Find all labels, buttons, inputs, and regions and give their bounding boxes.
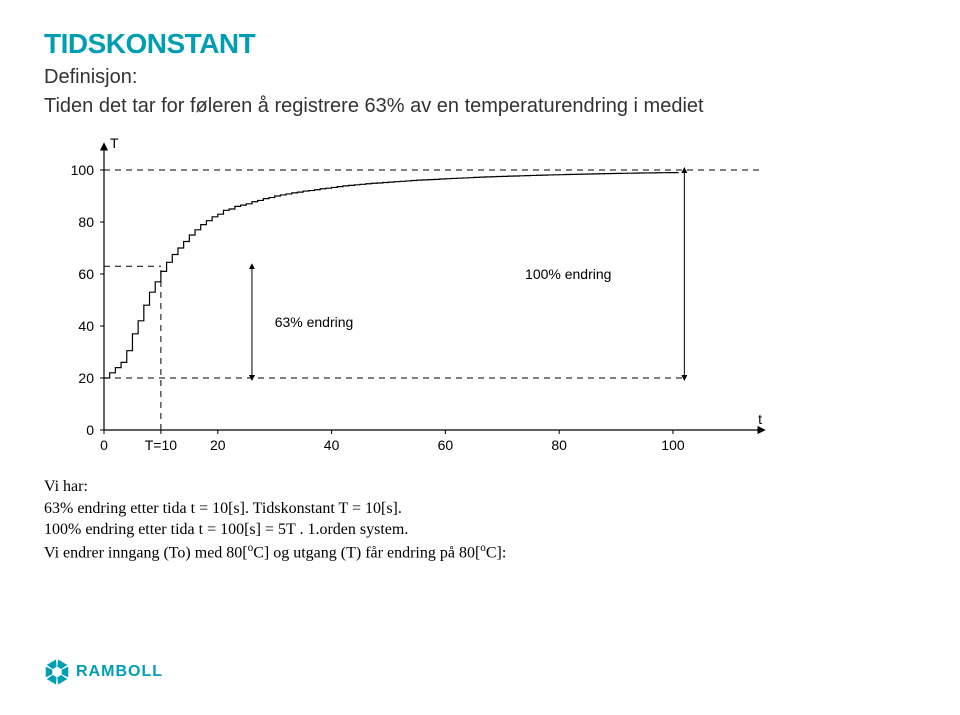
page-title: TIDSKONSTANT <box>44 28 916 60</box>
svg-text:0: 0 <box>86 422 94 438</box>
explanation-line-1: Vi har: <box>44 476 916 498</box>
subtitle-line-1: Definisjon: <box>44 66 916 89</box>
svg-text:100: 100 <box>71 162 95 178</box>
svg-text:100: 100 <box>661 437 685 453</box>
svg-text:100% endring: 100% endring <box>525 266 611 282</box>
svg-text:20: 20 <box>210 437 226 453</box>
svg-text:40: 40 <box>78 318 94 334</box>
ramboll-logo: RAMBOLL <box>44 659 163 685</box>
ramboll-logo-text: RAMBOLL <box>76 663 163 681</box>
svg-text:20: 20 <box>78 370 94 386</box>
subtitle-line-2: Tiden det tar for føleren å registrere 6… <box>44 95 916 118</box>
svg-text:40: 40 <box>324 437 340 453</box>
svg-text:t: t <box>758 411 762 427</box>
svg-text:80: 80 <box>78 214 94 230</box>
ramboll-logo-icon <box>44 659 70 685</box>
explanation-line-4: Vi endrer inngang (To) med 80[oC] og utg… <box>44 541 916 564</box>
svg-text:T: T <box>110 135 119 151</box>
explanation-line-3: 100% endring etter tida t = 100[s] = 5T … <box>44 519 916 541</box>
explanation-line-2: 63% endring etter tida t = 10[s]. Tidsko… <box>44 498 916 520</box>
svg-text:80: 80 <box>551 437 567 453</box>
svg-text:60: 60 <box>438 437 454 453</box>
svg-text:0: 0 <box>100 437 108 453</box>
svg-text:T=10: T=10 <box>145 437 178 453</box>
svg-text:63% endring: 63% endring <box>275 314 354 330</box>
svg-text:60: 60 <box>78 266 94 282</box>
chart-svg: Tt 0 20 40 60 80 100 0 20 40 60 80 100 T=10 63% endrin… <box>44 126 784 466</box>
time-constant-chart: Tt 0 20 40 60 80 100 0 20 40 60 80 100 T=10 63% endrin… <box>44 126 916 466</box>
explanation-block: Vi har: 63% endring etter tida t = 10[s]… <box>44 476 916 564</box>
